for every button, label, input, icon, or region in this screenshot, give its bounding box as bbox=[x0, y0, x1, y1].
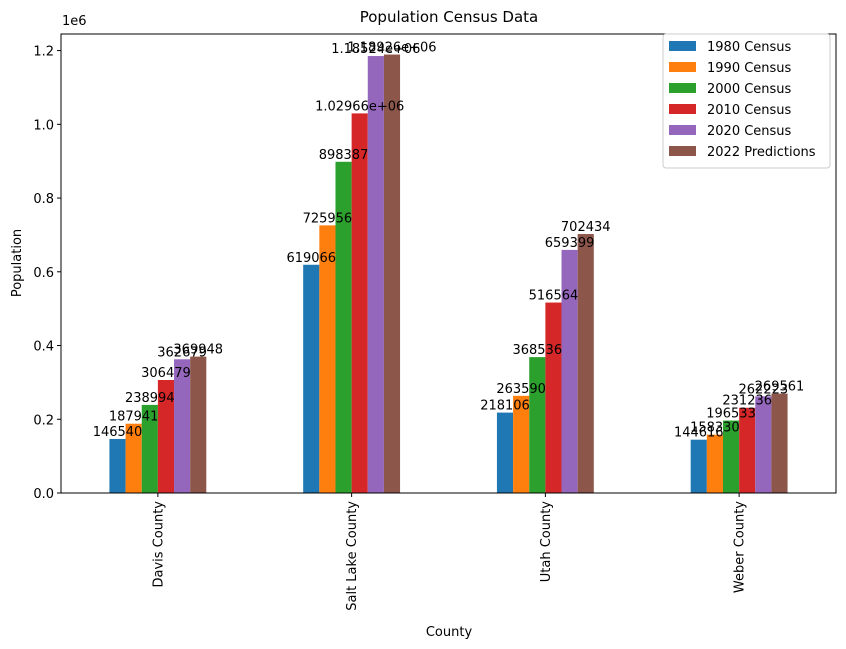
bar-value-label: 146540 bbox=[93, 425, 143, 440]
bar-value-label: 262223 bbox=[739, 382, 789, 397]
bar bbox=[545, 302, 562, 493]
bar-value-label: 238994 bbox=[125, 391, 175, 406]
y-tick-label: 1.0 bbox=[33, 118, 54, 133]
bar-value-label: 196533 bbox=[706, 407, 756, 422]
y-axis-ticks: 0.0 0.2 0.4 0.6 0.8 1.0 1.2 bbox=[33, 45, 61, 502]
legend-label: 2020 Census bbox=[707, 124, 792, 139]
plot-frame bbox=[60, 33, 837, 494]
bar bbox=[722, 420, 740, 493]
x-tick-label: Weber County bbox=[733, 501, 748, 593]
bar-value-label: 306479 bbox=[141, 366, 191, 381]
bar-value-labels: 146540 619066 218106 144616 187941 725956 2635… bbox=[93, 41, 805, 441]
bar-value-label: 702434 bbox=[561, 220, 611, 235]
bar bbox=[367, 56, 384, 493]
bar bbox=[561, 249, 578, 493]
bar-value-label: 369948 bbox=[173, 343, 223, 358]
bar bbox=[383, 54, 401, 493]
x-axis-ticks: Davis County Salt Lake County Utah County W… bbox=[151, 493, 748, 611]
bar bbox=[351, 113, 368, 493]
x-tick-label: Utah County bbox=[539, 501, 554, 583]
bar-value-label: 725956 bbox=[303, 211, 353, 226]
bar-value-label: 1.02966e+06 bbox=[315, 99, 404, 114]
y-tick-label: 0.4 bbox=[33, 340, 54, 355]
bar-value-label: 218106 bbox=[480, 399, 530, 414]
bar-value-label: 368536 bbox=[512, 343, 562, 358]
bar-value-label: 144616 bbox=[674, 426, 724, 441]
bar-value-label: 231236 bbox=[722, 394, 772, 409]
bar bbox=[577, 234, 594, 494]
y-axis-label: Population bbox=[10, 229, 25, 297]
bar-value-label: 619066 bbox=[286, 251, 336, 266]
y-tick-label: 0.0 bbox=[33, 487, 54, 502]
bar bbox=[319, 225, 336, 493]
bar-value-label: 898387 bbox=[319, 148, 369, 163]
bar bbox=[174, 359, 191, 493]
bar bbox=[141, 404, 158, 493]
legend-label: 2022 Predictions bbox=[707, 145, 816, 160]
legend-swatch bbox=[669, 125, 696, 135]
bar bbox=[513, 395, 530, 493]
bar bbox=[109, 438, 126, 493]
legend: 1980 Census 1990 Census 2000 Census 2010 Ce… bbox=[662, 33, 831, 169]
y-tick-label: 1.2 bbox=[33, 45, 54, 60]
bar-value-label: 516564 bbox=[529, 289, 579, 304]
x-tick-label: Salt Lake County bbox=[345, 501, 360, 611]
bar bbox=[690, 439, 707, 493]
y-tick-label: 0.8 bbox=[33, 192, 54, 207]
legend-swatch bbox=[669, 41, 696, 51]
bar-value-label: 1.18926e+06 bbox=[347, 41, 436, 56]
bar-value-label: 263590 bbox=[496, 382, 546, 397]
x-axis-label: County bbox=[426, 625, 473, 640]
x-tick-label: Davis County bbox=[151, 501, 166, 588]
legend-swatch bbox=[669, 104, 696, 114]
bar bbox=[771, 393, 788, 493]
legend-label: 2010 Census bbox=[707, 103, 792, 118]
bar bbox=[496, 412, 514, 493]
bar-value-label: 158330 bbox=[690, 421, 740, 436]
bar bbox=[303, 264, 320, 493]
bar-value-label: 187941 bbox=[109, 410, 159, 425]
bar bbox=[739, 407, 756, 493]
legend-swatch bbox=[669, 83, 696, 93]
bar-value-label: 659399 bbox=[545, 236, 595, 251]
y-tick-label: 0.2 bbox=[33, 413, 54, 428]
bar bbox=[190, 356, 207, 493]
y-offset-text: 1e6 bbox=[62, 14, 87, 29]
bar bbox=[755, 396, 772, 493]
bar bbox=[125, 423, 142, 493]
bar bbox=[157, 380, 175, 493]
bar-value-label: 362679 bbox=[157, 345, 207, 360]
legend-swatch bbox=[669, 146, 696, 156]
legend-label: 1990 Census bbox=[707, 61, 792, 76]
legend-label: 2000 Census bbox=[707, 82, 792, 97]
legend-label: 1980 Census bbox=[707, 40, 792, 55]
bar bbox=[335, 161, 352, 493]
legend-swatch bbox=[669, 62, 696, 72]
bar bbox=[529, 357, 546, 493]
legend-frame bbox=[662, 33, 831, 169]
bar bbox=[706, 434, 723, 493]
bar-value-label: 269561 bbox=[755, 380, 805, 395]
bar-value-label: 1.18524e+06 bbox=[331, 42, 420, 57]
chart-title: Population Census Data bbox=[360, 8, 539, 26]
y-tick-label: 0.6 bbox=[33, 266, 54, 281]
bars-group bbox=[109, 54, 788, 494]
